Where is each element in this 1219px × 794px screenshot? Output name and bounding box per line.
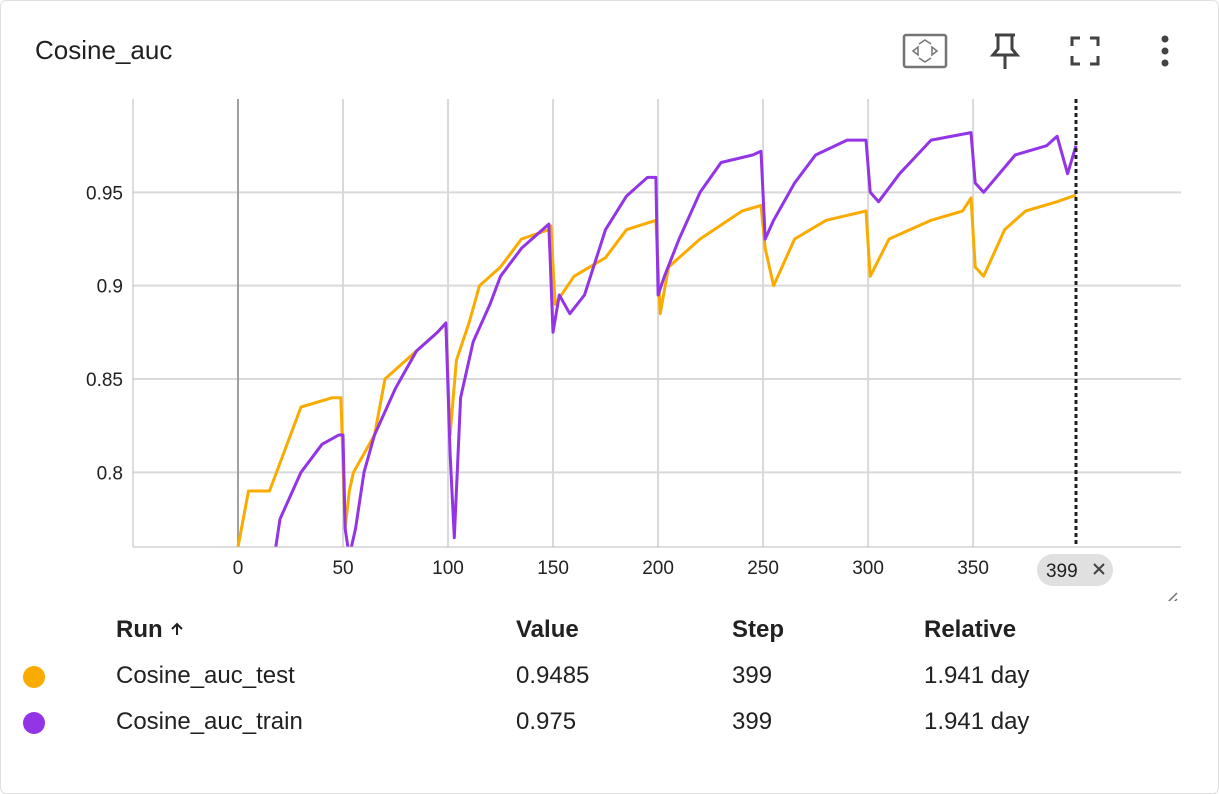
x-tick-label: 150 [537, 558, 569, 579]
sort-run-header[interactable]: Run [116, 607, 516, 653]
y-tick-label: 0.9 [97, 277, 123, 298]
column-header: Value [516, 616, 579, 643]
column-header: Run [116, 616, 163, 643]
badge-bg [1036, 554, 1113, 586]
run-name: Cosine_auc_test [116, 662, 295, 689]
fit-domain-button[interactable] [902, 33, 948, 69]
cell: 1.941 day [924, 662, 1030, 689]
run-name: Cosine_auc_train [116, 708, 303, 735]
grid [133, 99, 1181, 547]
run-row: Cosine_auc_test 0.9485 399 1.941 day [21, 653, 1144, 699]
x-tick-label: 250 [747, 558, 779, 579]
run-row: Cosine_auc_train 0.975 399 1.941 day [21, 699, 1144, 745]
x-tick-label: 350 [957, 558, 989, 579]
cell: 399 [732, 662, 773, 689]
step-badge[interactable]: 399 [1036, 554, 1113, 586]
card-title: Cosine_auc [35, 35, 173, 65]
toolbar [902, 33, 1169, 69]
cell: 0.975 [516, 708, 577, 735]
y-tick-label: 0.95 [86, 183, 123, 204]
plot [236, 131, 1078, 547]
run-color[interactable] [23, 711, 45, 734]
column-header: Relative [924, 616, 1017, 643]
y-tick-label: 0.8 [97, 463, 123, 484]
x-tick-label: 100 [432, 558, 464, 579]
badge-close [1093, 563, 1105, 575]
cell: 1.941 day [924, 708, 1030, 735]
cell: 399 [732, 708, 773, 735]
series-line [236, 193, 1077, 547]
badge-label: 399 [1046, 561, 1078, 582]
resize-handle[interactable] [1167, 592, 1178, 601]
series-line [274, 131, 1078, 547]
pin-button[interactable] [989, 33, 1021, 69]
run-table: Run Value Step Relative Cosine_auc_test 0… [21, 607, 1144, 745]
run-color[interactable] [23, 665, 45, 688]
cell: 0.9485 [516, 662, 590, 689]
sort-arrow [171, 622, 184, 635]
more-button[interactable] [1161, 35, 1169, 67]
x-tick-label: 0 [233, 558, 244, 579]
y-tick-label: 0.85 [86, 370, 123, 391]
x-tick-label: 50 [332, 558, 353, 579]
chart: 0.8 0.85 0.9 0.95 0 50 100 150 200 250 300 350 399 [86, 33, 1181, 601]
column-header: Step [732, 616, 785, 643]
fullscreen-button[interactable] [1070, 36, 1100, 66]
x-tick-label: 200 [642, 558, 674, 579]
table-header: Run Value Step Relative [21, 607, 1144, 653]
x-tick-label: 300 [852, 558, 884, 579]
